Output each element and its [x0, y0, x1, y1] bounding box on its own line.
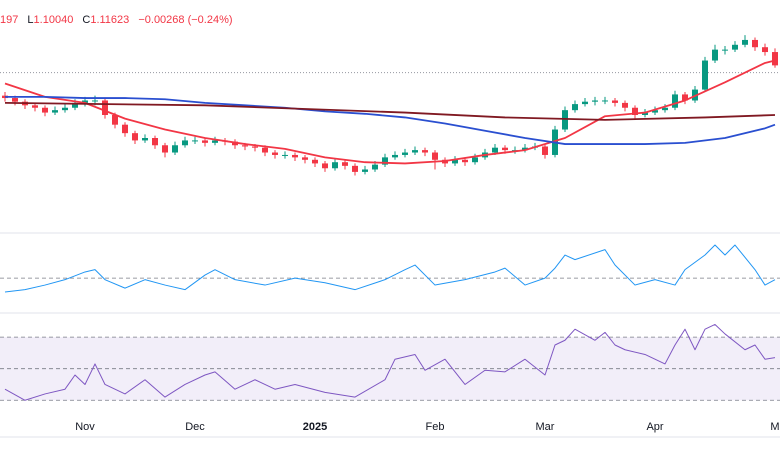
- line: [5, 95, 776, 145]
- line: [4, 101, 776, 121]
- candle-body: [342, 162, 348, 166]
- candle-body: [332, 162, 338, 169]
- candle-body: [642, 112, 648, 115]
- candle-body: [352, 165, 358, 172]
- candle-body: [582, 101, 588, 105]
- candle-body: [742, 39, 748, 45]
- candle-body: [712, 49, 718, 61]
- candle-body: [432, 152, 438, 160]
- candle-body: [372, 164, 378, 170]
- candle-body: [142, 138, 148, 141]
- candle-body: [72, 102, 78, 108]
- candle-body: [702, 60, 708, 90]
- line: [4, 244, 776, 293]
- candle-body: [752, 39, 758, 48]
- candle-body: [392, 154, 398, 158]
- candle-body: [772, 52, 778, 66]
- candle-body: [572, 104, 578, 111]
- candle-body: [242, 145, 248, 147]
- candle-body: [322, 163, 328, 169]
- plot-area: [0, 35, 780, 401]
- candle-body: [312, 159, 318, 164]
- candle-body: [652, 110, 658, 113]
- candle-body: [672, 94, 678, 108]
- candle-body: [182, 140, 188, 146]
- candle-body: [262, 147, 268, 153]
- candle-body: [62, 107, 68, 111]
- x-tick-label: M: [770, 421, 779, 433]
- header-partial: 197: [0, 14, 18, 26]
- candle-body: [52, 110, 58, 113]
- candle-body: [122, 124, 128, 134]
- line: [4, 323, 776, 401]
- candle-body: [252, 146, 258, 148]
- candle-body: [762, 47, 768, 53]
- candle-body: [412, 150, 418, 153]
- close-label: C: [82, 14, 90, 26]
- candle-body: [172, 145, 178, 153]
- header: 197 L1.10040 C1.11623 −0.00268 (−0.24%): [0, 14, 233, 26]
- x-tick-label: Mar: [536, 421, 555, 433]
- low-label: L: [27, 14, 33, 26]
- candle-body: [382, 157, 388, 165]
- candle-body: [102, 100, 108, 115]
- low-value: 1.10040: [34, 14, 74, 26]
- candle-body: [192, 140, 198, 142]
- candle-body: [402, 152, 408, 155]
- candle-body: [502, 147, 508, 151]
- candle-body: [472, 157, 478, 163]
- candle-body: [42, 107, 48, 113]
- candle-body: [82, 100, 88, 103]
- candle-body: [152, 138, 158, 146]
- candle-body: [452, 159, 458, 164]
- x-tick-label: Feb: [426, 421, 445, 433]
- candle-body: [362, 169, 368, 172]
- candle-body: [422, 150, 428, 153]
- candle-body: [32, 105, 38, 108]
- close-value: 1.11623: [90, 14, 129, 26]
- candle-body: [202, 140, 208, 143]
- candle-body: [162, 145, 168, 153]
- candle-body: [12, 98, 18, 102]
- change: −0.00268 (−0.24%): [138, 14, 232, 26]
- x-tick-label: Nov: [75, 421, 95, 433]
- candle-body: [462, 159, 468, 163]
- candle-body: [522, 147, 528, 151]
- candle-body: [302, 157, 308, 160]
- candle-body: [212, 140, 218, 143]
- candle-body: [92, 100, 98, 102]
- candle-body: [732, 44, 738, 50]
- candle-body: [622, 102, 628, 108]
- candle-body: [632, 107, 638, 115]
- candle-body: [602, 100, 608, 102]
- x-tick-label: Dec: [185, 421, 205, 433]
- candle-body: [132, 133, 138, 141]
- candle-body: [662, 107, 668, 111]
- candle-body: [542, 146, 548, 155]
- candle-body: [492, 147, 498, 153]
- candle-body: [562, 110, 568, 130]
- candle-body: [272, 152, 278, 155]
- candle-body: [592, 100, 598, 102]
- x-tick-label: 2025: [303, 421, 327, 433]
- candle-body: [282, 154, 288, 156]
- candle-body: [112, 115, 118, 125]
- candle-body: [612, 100, 618, 103]
- candle-body: [292, 154, 298, 158]
- x-tick-label: Apr: [646, 421, 663, 433]
- line: [4, 59, 776, 165]
- candle-body: [722, 49, 728, 51]
- candle-body: [682, 94, 688, 101]
